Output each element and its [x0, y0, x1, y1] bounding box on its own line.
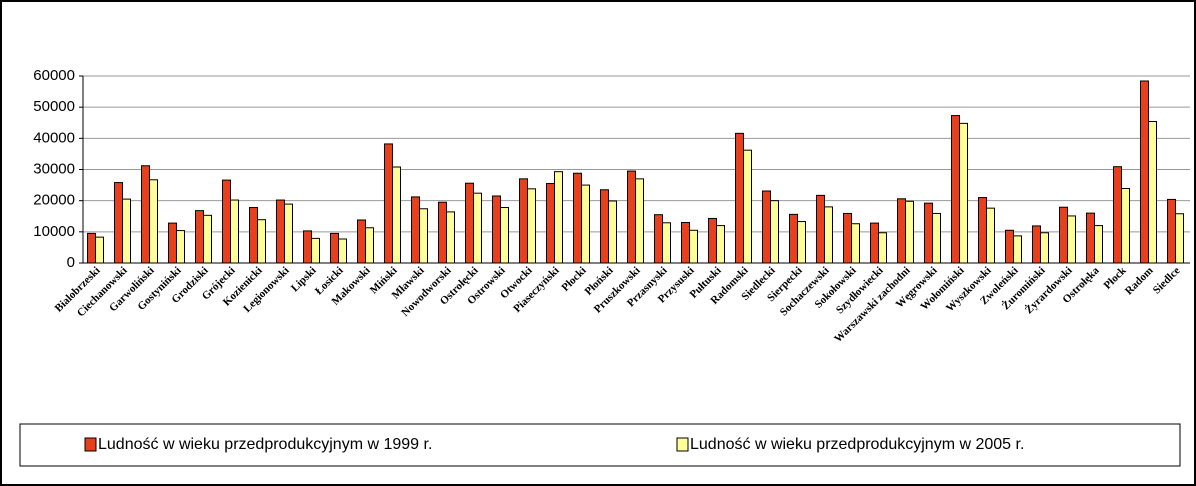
- bar: [870, 222, 879, 264]
- bar: [1040, 232, 1049, 264]
- bar: [384, 143, 393, 264]
- bar: [114, 182, 123, 264]
- bar: [257, 219, 266, 264]
- bar: [95, 236, 104, 264]
- bar: [1175, 213, 1184, 264]
- bar: [176, 230, 185, 264]
- legend-swatch: [84, 437, 97, 452]
- bar: [149, 179, 158, 264]
- bar: [284, 203, 293, 264]
- bar: [195, 210, 204, 264]
- bar: [1140, 80, 1149, 264]
- bar: [951, 115, 960, 264]
- bar: [816, 194, 825, 264]
- bar: [1067, 215, 1076, 264]
- bar: [500, 207, 509, 264]
- bar: [1032, 225, 1041, 264]
- bar: [932, 212, 941, 264]
- bar: [122, 198, 131, 264]
- bar: [554, 171, 563, 264]
- bar: [168, 222, 177, 264]
- bar: [1059, 206, 1068, 264]
- bar: [546, 183, 555, 264]
- bar: [762, 190, 771, 264]
- y-tick-label: 10000: [33, 223, 75, 240]
- bar: [654, 214, 663, 264]
- legend-label: Ludność w wieku przedprodukcyjnym w 2005…: [690, 436, 1024, 453]
- bar: [708, 217, 717, 264]
- bar: [1086, 212, 1095, 264]
- bar: [905, 200, 914, 264]
- bar: [465, 182, 474, 264]
- bar: [249, 207, 258, 264]
- bar: [851, 223, 860, 264]
- bar: [392, 166, 401, 264]
- y-tick-label: 60000: [33, 67, 75, 84]
- bar: [924, 202, 933, 264]
- bar: [330, 232, 339, 264]
- bar: [1148, 121, 1157, 264]
- bar: [662, 222, 671, 264]
- bar: [411, 196, 420, 264]
- bar: [527, 188, 536, 264]
- bar: [978, 197, 987, 264]
- bar: [338, 238, 347, 264]
- legend-box: [19, 423, 1181, 467]
- bar: [1113, 166, 1122, 264]
- bar: [446, 211, 455, 264]
- bar: [627, 170, 636, 264]
- bar: [878, 232, 887, 264]
- bar: [141, 165, 150, 264]
- bar: [986, 207, 995, 264]
- bar: [716, 225, 725, 264]
- bar: [365, 227, 374, 264]
- y-tick-label: 20000: [33, 192, 75, 209]
- legend-label: Ludność w wieku przedprodukcyjnym w 1999…: [98, 436, 432, 453]
- bar: [735, 132, 744, 264]
- bar: [797, 221, 806, 264]
- bar: [1013, 235, 1022, 264]
- bar: [608, 200, 617, 264]
- y-tick-label: 40000: [33, 129, 75, 146]
- bar: [492, 195, 501, 264]
- bar: [789, 213, 798, 264]
- bar: [843, 212, 852, 264]
- bar: [311, 237, 320, 264]
- bar: [1167, 198, 1176, 264]
- bar: [438, 201, 447, 264]
- bar: [1005, 229, 1014, 264]
- y-tick-label: 30000: [33, 160, 75, 177]
- bar: [473, 192, 482, 264]
- bar: [581, 184, 590, 264]
- bar: [203, 214, 212, 264]
- bar: [230, 199, 239, 264]
- bar: [689, 229, 698, 264]
- bar: [573, 172, 582, 264]
- bar: [222, 179, 231, 264]
- bar: [770, 200, 779, 264]
- legend-swatch: [676, 437, 689, 452]
- bar: [1094, 225, 1103, 264]
- bar: [824, 206, 833, 264]
- bar: [743, 149, 752, 264]
- bar: [303, 230, 312, 264]
- bar: [276, 199, 285, 264]
- bar: [419, 208, 428, 264]
- y-tick-label: 0: [67, 254, 75, 271]
- bar: [87, 232, 96, 264]
- bar: [519, 178, 528, 264]
- y-tick-label: 50000: [33, 98, 75, 115]
- bar: [897, 198, 906, 264]
- bar: [600, 189, 609, 264]
- bar: [635, 178, 644, 264]
- bar: [1121, 188, 1130, 264]
- bar: [681, 221, 690, 264]
- bar: [959, 122, 968, 264]
- bar: [357, 219, 366, 264]
